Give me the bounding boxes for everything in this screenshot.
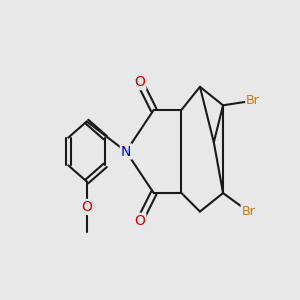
Text: O: O [134, 75, 145, 89]
Text: N: N [121, 145, 131, 158]
Text: Br: Br [242, 205, 255, 218]
Text: O: O [81, 200, 92, 214]
Text: Br: Br [246, 94, 260, 107]
Text: O: O [134, 214, 145, 228]
